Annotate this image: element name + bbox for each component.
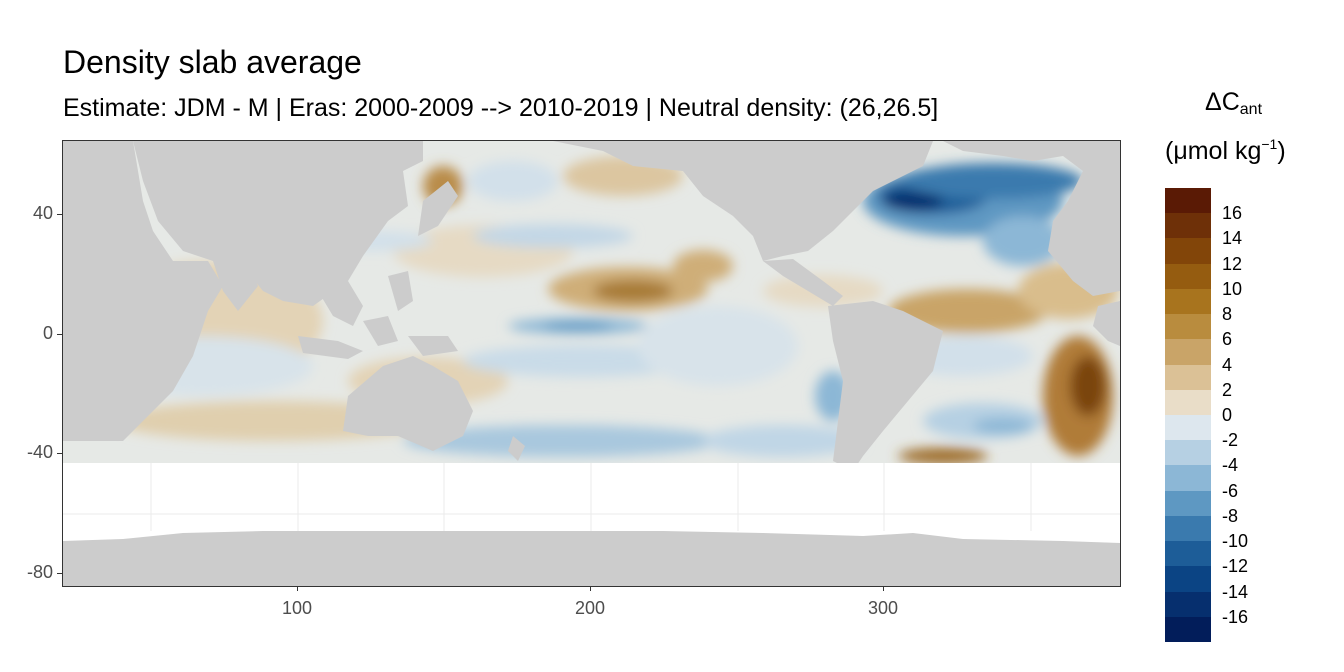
legend-label: -16 <box>1222 606 1249 627</box>
anomaly-patch <box>903 163 1083 199</box>
ocean-map <box>63 141 1120 586</box>
legend-label: -6 <box>1222 480 1239 501</box>
legend-swatch <box>1165 288 1211 315</box>
legend-label: -12 <box>1222 556 1249 577</box>
legend-label: 12 <box>1222 253 1243 274</box>
x-tick-label: 100 <box>281 598 313 618</box>
x-tick-mark <box>590 586 591 591</box>
anomaly-patch <box>473 224 633 248</box>
legend-label: -2 <box>1222 430 1239 451</box>
y-tick-label: -80 <box>26 562 53 582</box>
legend-unit: (μmol kg−1) <box>1165 136 1286 165</box>
legend-swatch <box>1165 515 1211 542</box>
x-tick-label: 200 <box>574 598 606 618</box>
legend-swatch <box>1165 490 1211 516</box>
landmass-india <box>213 261 258 311</box>
legend-swatch <box>1165 566 1211 592</box>
y-tick-label: 0 <box>42 323 53 343</box>
legend-swatch <box>1165 188 1211 214</box>
legend-swatch <box>1165 263 1211 289</box>
chart-subtitle: Estimate: JDM - M | Eras: 2000-2009 --> … <box>63 94 939 122</box>
landmass-new-zealand <box>508 436 525 461</box>
anomaly-patch <box>973 418 1033 434</box>
legend-label: -14 <box>1222 581 1249 602</box>
y-tick-label: -40 <box>26 442 53 462</box>
legend-swatch <box>1165 591 1211 617</box>
y-tick-mark <box>57 573 62 574</box>
legend-swatch <box>1165 339 1211 365</box>
y-tick-mark <box>57 214 62 215</box>
landmass-central-america <box>763 259 843 306</box>
y-tick-mark <box>57 334 62 335</box>
gridlines <box>63 463 1120 531</box>
anomaly-patch <box>888 289 1048 333</box>
anomaly-patch <box>593 280 673 302</box>
land-masses <box>63 141 1120 586</box>
legend-label: 8 <box>1222 304 1233 325</box>
legend-label: 10 <box>1222 278 1243 299</box>
anomaly-patch <box>1070 356 1106 416</box>
landmass-europe <box>1043 141 1120 296</box>
landmass-africa-eurasia <box>63 141 223 441</box>
anomaly-patch <box>983 216 1063 266</box>
landmass-greenland <box>943 141 1068 161</box>
x-tick-label: 300 <box>867 598 899 618</box>
legend-label: 16 <box>1222 203 1243 224</box>
landmass-antarctica <box>63 526 1120 586</box>
landmass-west-africa <box>1093 301 1120 346</box>
anomaly-patch <box>898 448 988 463</box>
legend-label: 2 <box>1222 379 1233 400</box>
legend-swatch <box>1165 314 1211 340</box>
x-tick-mark <box>297 586 298 591</box>
legend-swatch <box>1165 414 1211 441</box>
landmass-indonesia <box>298 336 363 359</box>
landmass-indochina <box>318 281 363 326</box>
anomaly-patch <box>883 191 943 211</box>
legend-label: 0 <box>1222 405 1233 425</box>
legend-label: -8 <box>1222 505 1239 526</box>
legend-title: ΔCant <box>1205 88 1263 118</box>
chart-title: Density slab average <box>63 44 362 80</box>
legend-label: 14 <box>1222 228 1243 249</box>
legend-colorbar <box>1165 188 1211 642</box>
legend-label: -4 <box>1222 455 1239 476</box>
landmass-south-america <box>828 301 943 471</box>
legend-label: 4 <box>1222 354 1233 375</box>
anomaly-patch <box>543 322 613 330</box>
x-tick-mark <box>883 586 884 591</box>
legend-label: 6 <box>1222 329 1233 350</box>
anomaly-patch <box>703 425 863 457</box>
legend-swatch <box>1165 389 1211 415</box>
landmass-north-america <box>553 141 933 261</box>
anomaly-patch <box>638 306 798 386</box>
landmass-borneo <box>363 316 398 346</box>
landmass-australia <box>343 356 473 451</box>
map-panel <box>63 141 1120 586</box>
landmass-new-guinea <box>408 336 458 356</box>
anomaly-patch <box>673 250 733 282</box>
legend-swatch <box>1165 238 1211 264</box>
landmass-japan <box>418 181 458 236</box>
y-tick-label: 40 <box>32 203 53 223</box>
landmass-philippines <box>388 271 413 311</box>
landmass-asia <box>133 141 423 306</box>
y-tick-mark <box>57 453 62 454</box>
legend-swatch <box>1165 213 1211 239</box>
anomaly-patch <box>403 425 723 457</box>
legend-swatch <box>1165 465 1211 491</box>
legend-swatch <box>1165 364 1211 390</box>
legend-swatch <box>1165 616 1211 642</box>
anomaly-patch <box>468 161 558 201</box>
legend-label: -10 <box>1222 531 1249 552</box>
legend-swatch <box>1165 541 1211 567</box>
legend-swatch <box>1165 440 1211 466</box>
